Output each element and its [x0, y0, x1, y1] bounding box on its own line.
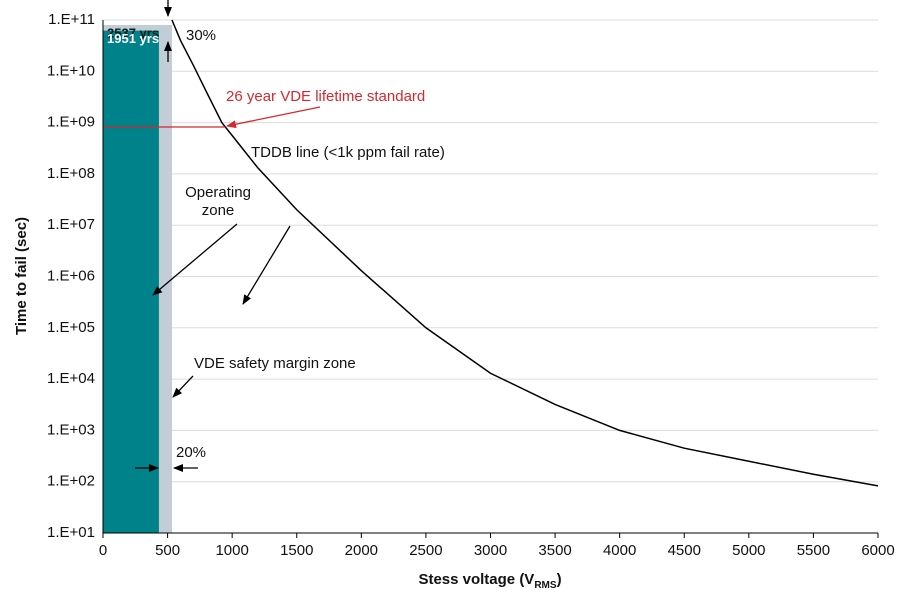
x-tick-label: 3000 — [474, 542, 507, 559]
y-tick-label: 1.E+08 — [47, 165, 95, 182]
zone-label: 1951 yrs — [107, 31, 159, 46]
x-tick-label: 6000 — [861, 542, 894, 559]
x-tick-label: 3500 — [538, 542, 571, 559]
zone-label: 2537 yrs — [107, 25, 159, 40]
y-tick-label: 1.E+05 — [47, 319, 95, 336]
x-axis-label: Stess voltage (VRMS) — [418, 571, 561, 591]
x-tick-label: 0 — [99, 542, 107, 559]
y-tick-label: 1.E+01 — [47, 524, 95, 541]
x-tick-label: 5000 — [732, 542, 765, 559]
zones — [103, 24, 172, 534]
x-label-sub: RMS — [534, 580, 557, 591]
zone — [103, 30, 159, 534]
x-tick-label: 500 — [155, 542, 180, 559]
y-tick-label: 1.E+03 — [47, 421, 95, 438]
arrow — [152, 223, 238, 296]
annotation-operating: Operating — [185, 184, 251, 201]
annotation-operating: zone — [202, 202, 235, 219]
x-tick-label: 5500 — [797, 542, 830, 559]
y-tick-label: 1.E+02 — [47, 473, 95, 490]
grid — [103, 19, 878, 534]
x-tick-label: 2000 — [345, 542, 378, 559]
annotation-reference: 26 year VDE lifetime standard — [226, 88, 425, 105]
arrow — [242, 225, 291, 305]
annotation-30: 30% — [186, 27, 216, 44]
x-tick-label: 4000 — [603, 542, 636, 559]
arrow — [172, 375, 194, 398]
annotation-margin: VDE safety margin zone — [194, 355, 356, 372]
annotation-20: 20% — [176, 444, 206, 461]
x-label-end: ) — [557, 571, 562, 588]
y-tick-label: 1.E+07 — [47, 216, 95, 233]
x-tick-label: 1500 — [280, 542, 313, 559]
y-axis-label: Time to fail (sec) — [13, 217, 30, 335]
y-tick-label: 1.E+11 — [48, 11, 95, 28]
arrow — [226, 106, 321, 129]
x-tick-label: 4500 — [668, 542, 701, 559]
x-label-text: Stess voltage (V — [418, 571, 534, 588]
y-tick-label: 1.E+09 — [47, 114, 95, 131]
annotation-tddb: TDDB line (<1k ppm fail rate) — [251, 144, 445, 161]
marks — [103, 19, 879, 487]
y-tick-label: 1.E+04 — [47, 370, 95, 387]
x-tick-label: 1000 — [215, 542, 248, 559]
line — [171, 19, 879, 487]
x-tick-label: 2500 — [409, 542, 442, 559]
y-tick-label: 1.E+06 — [47, 267, 95, 284]
y-tick-label: 1.E+10 — [47, 62, 95, 79]
